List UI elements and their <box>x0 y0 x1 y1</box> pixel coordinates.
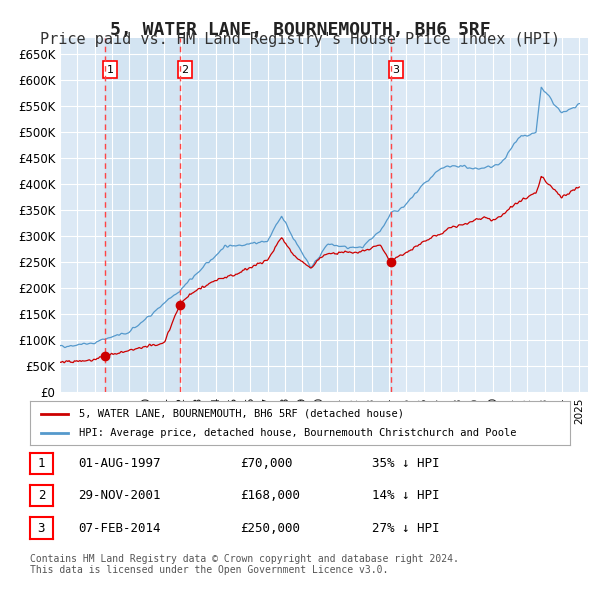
Text: Price paid vs. HM Land Registry's House Price Index (HPI): Price paid vs. HM Land Registry's House … <box>40 32 560 47</box>
Text: HPI: Average price, detached house, Bournemouth Christchurch and Poole: HPI: Average price, detached house, Bour… <box>79 428 516 438</box>
Text: 5, WATER LANE, BOURNEMOUTH, BH6 5RF (detached house): 5, WATER LANE, BOURNEMOUTH, BH6 5RF (det… <box>79 409 404 418</box>
Text: £250,000: £250,000 <box>240 522 300 535</box>
Text: 1: 1 <box>38 457 45 470</box>
Text: 07-FEB-2014: 07-FEB-2014 <box>78 522 161 535</box>
Text: 35% ↓ HPI: 35% ↓ HPI <box>372 457 439 470</box>
Text: 3: 3 <box>38 522 45 535</box>
Text: 29-NOV-2001: 29-NOV-2001 <box>78 489 161 502</box>
Text: 3: 3 <box>392 64 400 74</box>
Text: 2: 2 <box>181 64 188 74</box>
Text: 1: 1 <box>106 64 113 74</box>
Text: 5, WATER LANE, BOURNEMOUTH, BH6 5RF: 5, WATER LANE, BOURNEMOUTH, BH6 5RF <box>110 21 490 39</box>
Bar <box>179 38 391 392</box>
Text: 01-AUG-1997: 01-AUG-1997 <box>78 457 161 470</box>
Text: 27% ↓ HPI: 27% ↓ HPI <box>372 522 439 535</box>
Text: 2: 2 <box>38 489 45 502</box>
Text: £168,000: £168,000 <box>240 489 300 502</box>
Bar <box>104 38 179 392</box>
Text: 14% ↓ HPI: 14% ↓ HPI <box>372 489 439 502</box>
Text: Contains HM Land Registry data © Crown copyright and database right 2024.
This d: Contains HM Land Registry data © Crown c… <box>30 553 459 575</box>
Text: £70,000: £70,000 <box>240 457 293 470</box>
